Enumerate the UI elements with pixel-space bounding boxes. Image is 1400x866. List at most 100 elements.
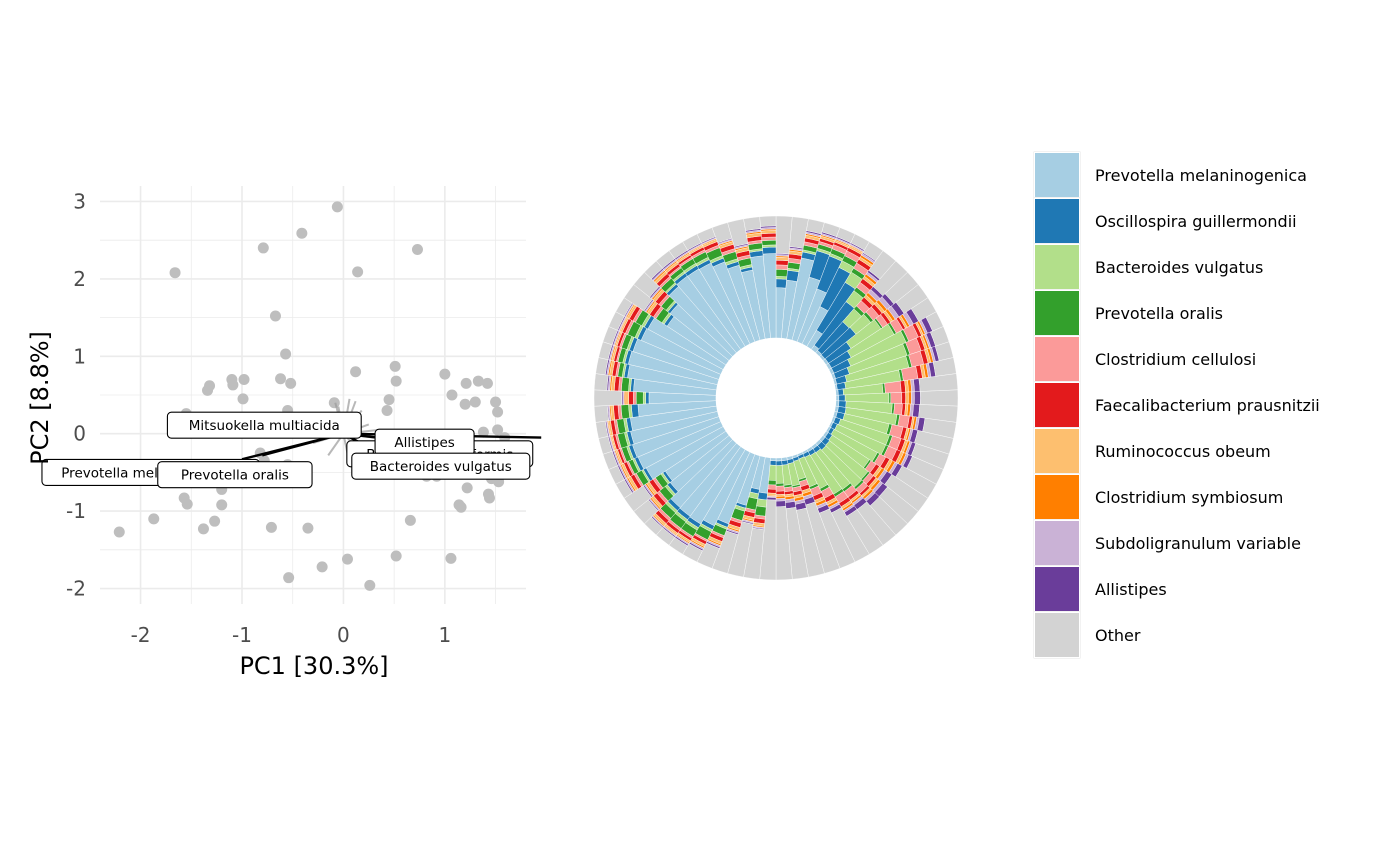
pca-point <box>209 515 221 527</box>
legend-label: Other <box>1095 625 1141 645</box>
polar-bar-segment <box>775 490 785 495</box>
loading-label: Mitsuokella multiacida <box>166 411 362 439</box>
x-tick-label: 0 <box>337 623 350 647</box>
pca-point <box>350 366 362 378</box>
polar-bar-segment-other <box>743 216 761 231</box>
polar-bar-segment <box>837 388 844 396</box>
legend-item: Prevotella melaninogenica <box>1034 152 1320 198</box>
polar-bar-segment <box>625 391 630 405</box>
polar-bar-segment <box>769 460 777 466</box>
polar-bar-segment <box>775 264 789 271</box>
polar-bar-segment-other <box>593 373 609 391</box>
pca-point <box>381 404 393 416</box>
polar-bar-segment <box>893 403 903 416</box>
polar-bar-segment <box>775 460 783 466</box>
y-tick-label: -1 <box>66 499 86 523</box>
legend-swatch <box>1034 290 1080 336</box>
loading-label: Bacteroides vulgatus <box>351 452 531 480</box>
polar-bar-segment <box>775 269 788 278</box>
pca-point <box>285 377 297 389</box>
legend-swatch <box>1034 198 1080 244</box>
pca-point <box>460 377 472 389</box>
polar-bar-segment <box>620 404 630 420</box>
polar-bar-segment <box>775 485 785 492</box>
polar-bar-segment <box>775 278 787 289</box>
pca-point <box>459 398 471 410</box>
polar-bar-segment <box>775 482 785 487</box>
polar-bar-segment <box>767 484 777 490</box>
polar-bar-segment <box>888 392 892 404</box>
pca-point <box>411 243 423 255</box>
legend-item: Prevotella oralis <box>1034 290 1320 336</box>
pca-point <box>257 242 269 254</box>
pca-point <box>492 406 504 418</box>
pca-point <box>364 579 376 591</box>
polar-bar-segment <box>908 391 912 405</box>
polar-bar-segment <box>775 457 782 462</box>
legend-label: Faecalibacterium prausnitzii <box>1095 395 1320 415</box>
polar-bar-segment <box>911 391 915 405</box>
pca-point <box>275 373 287 385</box>
polar-bar-segment <box>754 505 767 517</box>
polar-bar-segment <box>767 479 777 486</box>
label-box <box>166 411 362 439</box>
legend-label: Allistipes <box>1095 579 1167 599</box>
pca-point <box>197 523 209 535</box>
pca-point <box>469 396 481 408</box>
pca-point <box>390 550 402 562</box>
pca-point <box>296 227 308 239</box>
legend-swatch <box>1034 382 1080 428</box>
y-tick-label: 3 <box>73 189 86 213</box>
pca-point <box>302 522 314 534</box>
pca-point <box>237 393 249 405</box>
polar-bar-segment <box>835 394 840 402</box>
pca-point <box>404 514 416 526</box>
pca-point <box>352 266 364 278</box>
legend-item: Clostridium symbiosum <box>1034 474 1320 520</box>
polar-bar-segment-other <box>593 405 610 423</box>
pca-point <box>227 379 239 391</box>
pca-point <box>455 501 467 513</box>
polar-bar-segment <box>621 376 630 392</box>
pca-point <box>269 310 281 322</box>
label-box <box>157 461 313 489</box>
pca-point <box>461 482 473 494</box>
pca-points <box>113 201 511 591</box>
pca-point <box>202 384 214 396</box>
pca-point <box>328 397 340 409</box>
pca-point <box>483 492 495 504</box>
loading-label: Prevotella oralis <box>157 461 313 489</box>
legend-label: Oscillospira guillermondii <box>1095 211 1297 231</box>
polar-bar-segment-other <box>920 389 959 407</box>
polar-bar-segment <box>767 488 777 494</box>
pca-y-axis-label: PC2 [8.8%] <box>26 331 54 465</box>
y-tick-label: -2 <box>66 577 86 601</box>
legend-label: Ruminococcus obeum <box>1095 441 1271 461</box>
polar-bar-segment <box>914 391 921 405</box>
legend-label: Prevotella melaninogenica <box>1095 165 1307 185</box>
pca-point <box>481 377 493 389</box>
pca-point <box>389 360 401 372</box>
y-tick-label: 1 <box>73 344 86 368</box>
legend-swatch <box>1034 244 1080 290</box>
legend-label: Bacteroides vulgatus <box>1095 257 1264 277</box>
polar-bar-segment <box>775 500 786 507</box>
pca-point <box>181 498 193 510</box>
legend-item: Ruminococcus obeum <box>1034 428 1320 474</box>
pca-point <box>446 389 458 401</box>
label-text: Mitsuokella multiacida <box>189 418 340 434</box>
polar-bar-segment <box>633 391 637 405</box>
polar-bar-segment <box>838 394 846 402</box>
legend-swatch <box>1034 612 1080 658</box>
legend-label: Clostridium symbiosum <box>1095 487 1284 507</box>
legend-label: Prevotella oralis <box>1095 303 1223 323</box>
polar-bar-segment <box>775 260 789 266</box>
legend-swatch <box>1034 152 1080 198</box>
pca-point <box>477 426 489 438</box>
polar-bar-segment <box>905 391 909 405</box>
polar-bar-segment-other <box>593 389 623 407</box>
legend-item: Faecalibacterium prausnitzii <box>1034 382 1320 428</box>
polar-bar-segment <box>890 392 903 404</box>
loading-label: Allistipes <box>374 428 475 456</box>
